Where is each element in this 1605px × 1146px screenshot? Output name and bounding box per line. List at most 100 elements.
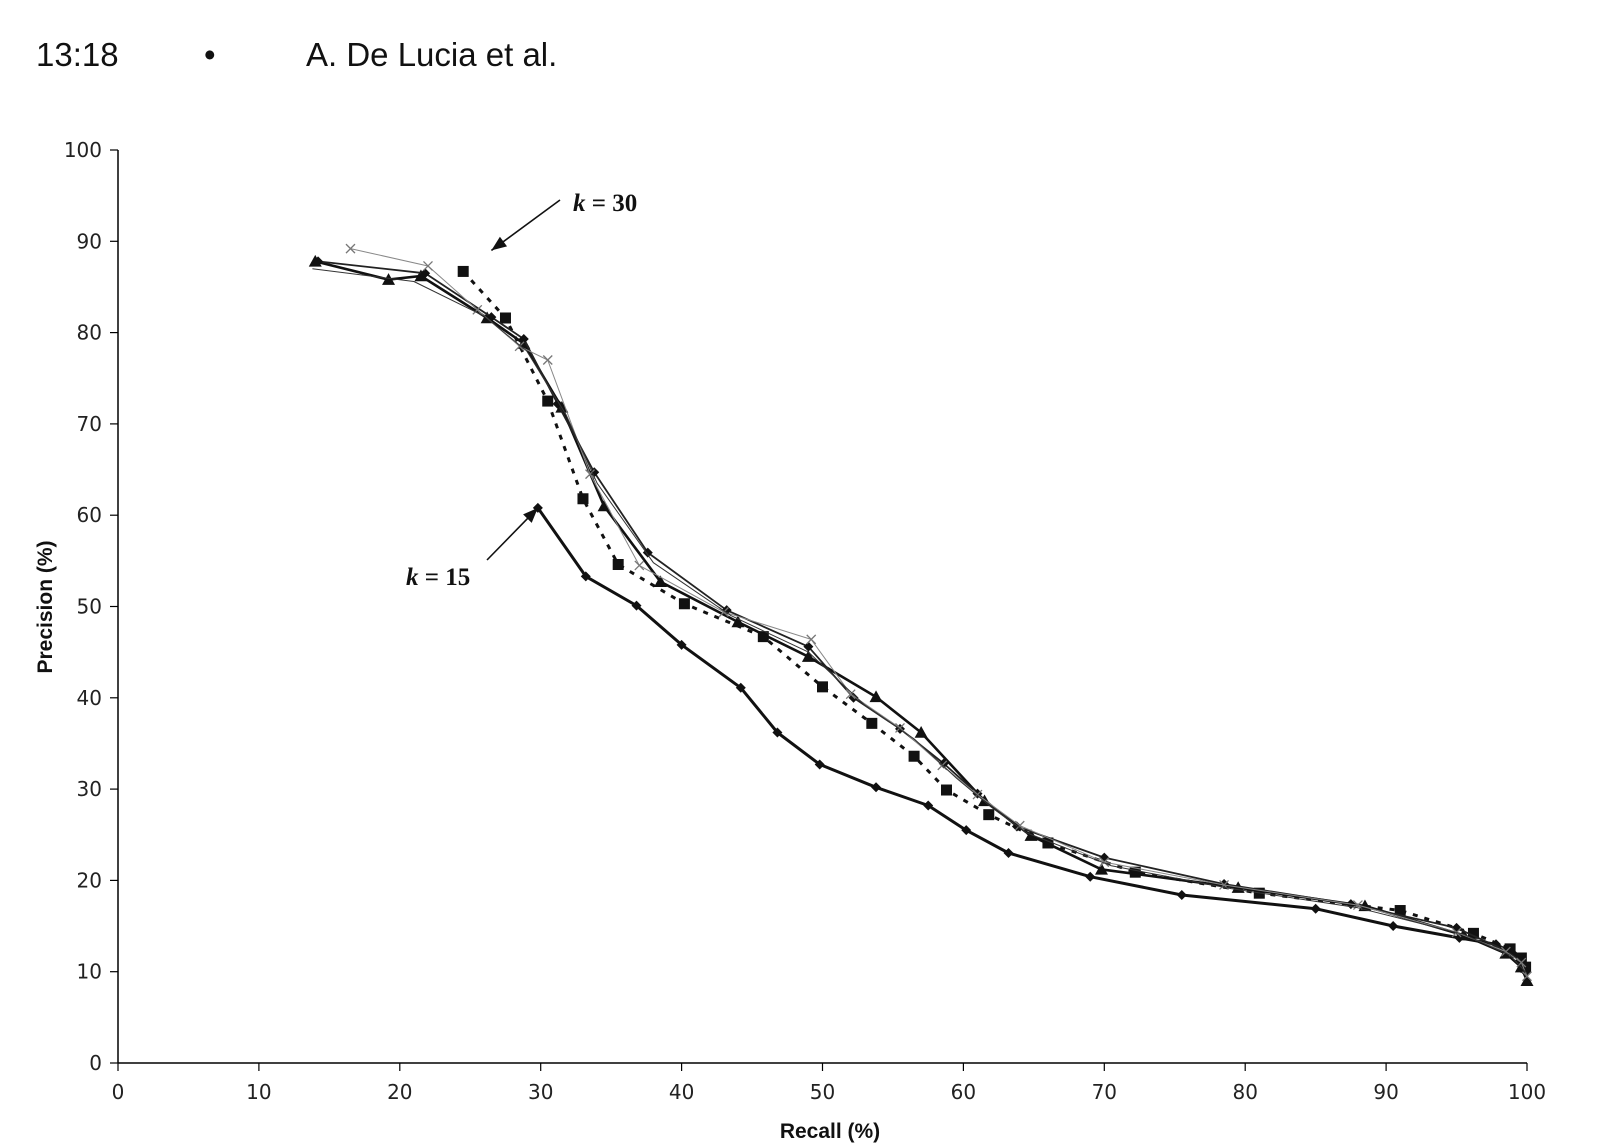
y-tick-label: 70 xyxy=(77,412,102,436)
header-bullet: • xyxy=(204,36,216,73)
y-tick-label: 60 xyxy=(77,503,102,527)
point-diamond xyxy=(580,571,591,582)
point-diamond xyxy=(923,800,934,811)
series-medium xyxy=(313,256,1531,977)
x-tick-label: 0 xyxy=(112,1080,125,1104)
point-diamond xyxy=(313,256,324,267)
y-tick-label: 80 xyxy=(77,321,102,345)
point-x xyxy=(585,469,595,480)
point-x xyxy=(1099,857,1110,868)
point-x-stroke xyxy=(1516,957,1527,968)
point-triangle xyxy=(731,615,745,628)
point-x-stroke xyxy=(1500,946,1511,957)
point-diamond xyxy=(735,682,746,693)
point-x-stroke xyxy=(845,689,856,700)
y-tick-label: 30 xyxy=(77,777,102,801)
point-diamond xyxy=(1310,903,1321,914)
series-line xyxy=(462,270,1527,968)
y-tick-label: 90 xyxy=(77,229,102,253)
point-x-stroke xyxy=(806,634,817,645)
annotation-label: k = 30 xyxy=(573,190,637,217)
point-diamond xyxy=(631,600,642,611)
point-x xyxy=(634,560,645,571)
point-triangle xyxy=(653,575,667,588)
point-x-stroke xyxy=(1352,900,1363,911)
point-square xyxy=(499,312,511,324)
point-x-stroke xyxy=(542,355,553,365)
point-triangle xyxy=(382,273,396,285)
point-x-stroke xyxy=(895,722,905,733)
point-square xyxy=(577,493,589,505)
point-diamond xyxy=(1176,890,1187,901)
point-square xyxy=(866,717,878,729)
series-thin2 xyxy=(312,268,1528,974)
page-number: 13:18 xyxy=(36,36,119,73)
point-x xyxy=(1014,820,1025,831)
point-triangle xyxy=(869,690,883,703)
y-tick-label: 0 xyxy=(89,1051,102,1075)
y-axis-title: Precision (%) xyxy=(34,540,57,673)
x-tick-label: 30 xyxy=(528,1080,553,1104)
point-x-stroke xyxy=(1014,820,1025,831)
point-x xyxy=(1522,971,1532,982)
point-diamond xyxy=(589,467,600,478)
point-x xyxy=(1516,957,1527,968)
x-tick-label: 10 xyxy=(246,1080,271,1104)
series-thin xyxy=(345,243,1532,982)
y-tick-label: 20 xyxy=(77,868,102,892)
point-diamond xyxy=(772,727,783,738)
annotation-arrowhead xyxy=(523,507,538,523)
point-diamond xyxy=(961,825,972,836)
point-triangle xyxy=(1520,974,1534,987)
x-tick-label: 80 xyxy=(1232,1080,1257,1104)
annotation-k15: k = 15 xyxy=(406,507,539,591)
annotations: k = 30 k = 15 xyxy=(406,190,637,591)
series-line xyxy=(536,507,1527,973)
point-square xyxy=(983,809,995,821)
annotation-arrowhead xyxy=(491,236,508,251)
point-diamond xyxy=(814,759,825,770)
point-diamond xyxy=(642,547,653,558)
series-group xyxy=(308,243,1534,987)
point-x-stroke xyxy=(972,789,983,800)
x-tick-label: 90 xyxy=(1373,1080,1398,1104)
x-axis-title: Recall (%) xyxy=(780,1120,880,1143)
y-tick-label: 10 xyxy=(77,960,102,984)
point-x-stroke xyxy=(514,341,525,352)
point-x xyxy=(806,634,817,645)
series-dotted xyxy=(457,265,1532,973)
point-diamond xyxy=(420,268,431,279)
point-diamond xyxy=(1388,921,1399,932)
point-x-stroke xyxy=(345,243,356,254)
series-thick xyxy=(308,254,1534,987)
point-x-stroke xyxy=(1522,971,1532,982)
series-line xyxy=(318,260,1527,973)
series-line xyxy=(314,260,1529,982)
point-square xyxy=(542,395,554,407)
point-x-stroke xyxy=(1219,880,1230,890)
point-x-stroke xyxy=(1099,857,1110,868)
point-square xyxy=(1504,943,1516,955)
point-x-stroke xyxy=(423,260,433,271)
point-square xyxy=(612,559,624,571)
point-triangle xyxy=(914,725,928,738)
point-square xyxy=(757,631,769,643)
point-diamond xyxy=(676,639,687,650)
annotation-label: k = 15 xyxy=(406,564,470,591)
point-square xyxy=(457,265,469,277)
point-square xyxy=(940,784,952,796)
point-x-stroke xyxy=(634,560,645,571)
axes: 0 10 20 30 40 50 60 70 80 90 100 0 10 20 30 40 50 60 70 80 9… xyxy=(64,138,1546,1104)
x-tick-label: 50 xyxy=(810,1080,835,1104)
point-triangle xyxy=(414,269,428,282)
point-x xyxy=(542,355,553,365)
point-x-stroke xyxy=(472,304,483,315)
x-tick-label: 70 xyxy=(1092,1080,1117,1104)
point-square xyxy=(1467,927,1479,939)
point-triangle xyxy=(597,499,611,512)
point-square xyxy=(1129,866,1141,878)
y-tick-label: 100 xyxy=(64,138,102,162)
point-triangle xyxy=(1094,862,1108,875)
point-triangle xyxy=(555,400,569,413)
x-tick-label: 100 xyxy=(1508,1080,1546,1104)
